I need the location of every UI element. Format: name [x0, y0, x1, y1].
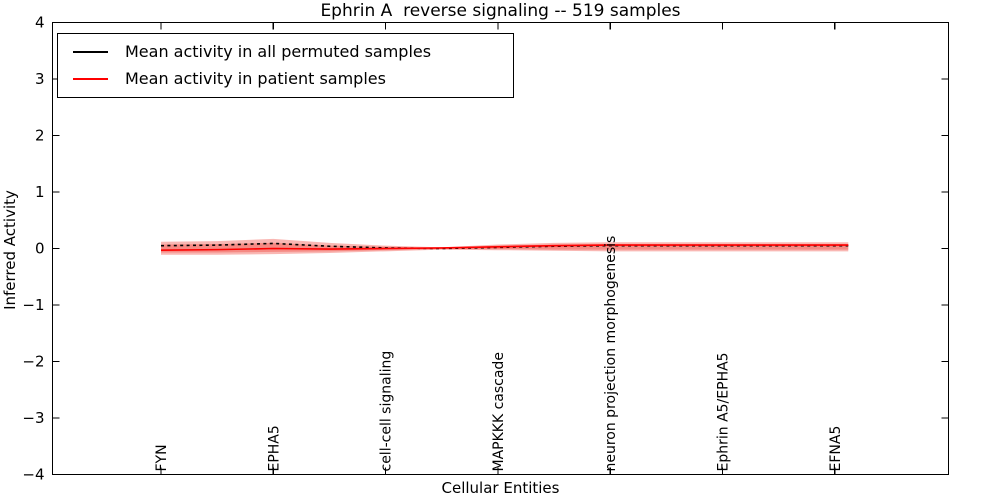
patient-line-swatch: [73, 77, 108, 80]
permuted-line-swatch: [73, 51, 108, 54]
legend-label: Mean activity in patient samples: [125, 68, 386, 88]
legend-box: Mean activity in all permuted samples Me…: [57, 33, 514, 98]
y-tick-label: 2: [35, 127, 45, 145]
y-tick-label: 4: [35, 14, 45, 32]
legend-entry-patient: Mean activity in patient samples: [58, 68, 513, 88]
x-tick-label: EFNA5: [828, 426, 844, 472]
legend-entry-permuted: Mean activity in all permuted samples: [58, 44, 513, 60]
chart-title: Ephrin A reverse signaling -- 519 sample…: [320, 1, 681, 21]
legend-label: Mean activity in all permuted samples: [125, 42, 432, 62]
x-tick-label: Ephrin A5/EPHA5: [716, 352, 732, 471]
x-tick-label: MAPKKK cascade: [491, 352, 507, 471]
y-tick-label: −4: [22, 466, 44, 484]
x-tick-label: FYN: [154, 444, 170, 471]
y-tick-label: −2: [22, 353, 44, 371]
y-tick-label: 1: [35, 183, 45, 201]
y-tick-label: −3: [22, 409, 44, 427]
x-tick-label: cell-cell signaling: [379, 351, 395, 472]
y-tick-label: 3: [35, 70, 45, 88]
patient-mean-line: [160, 244, 849, 251]
x-tick-label: EPHA5: [266, 425, 282, 471]
x-tick-label: neuron projection morphogenesis: [603, 236, 619, 472]
y-axis-label: Inferred Activity: [1, 190, 19, 310]
y-tick-label: −1: [22, 296, 44, 314]
y-tick-label: 0: [35, 240, 45, 258]
x-axis-label: Cellular Entities: [441, 479, 560, 497]
